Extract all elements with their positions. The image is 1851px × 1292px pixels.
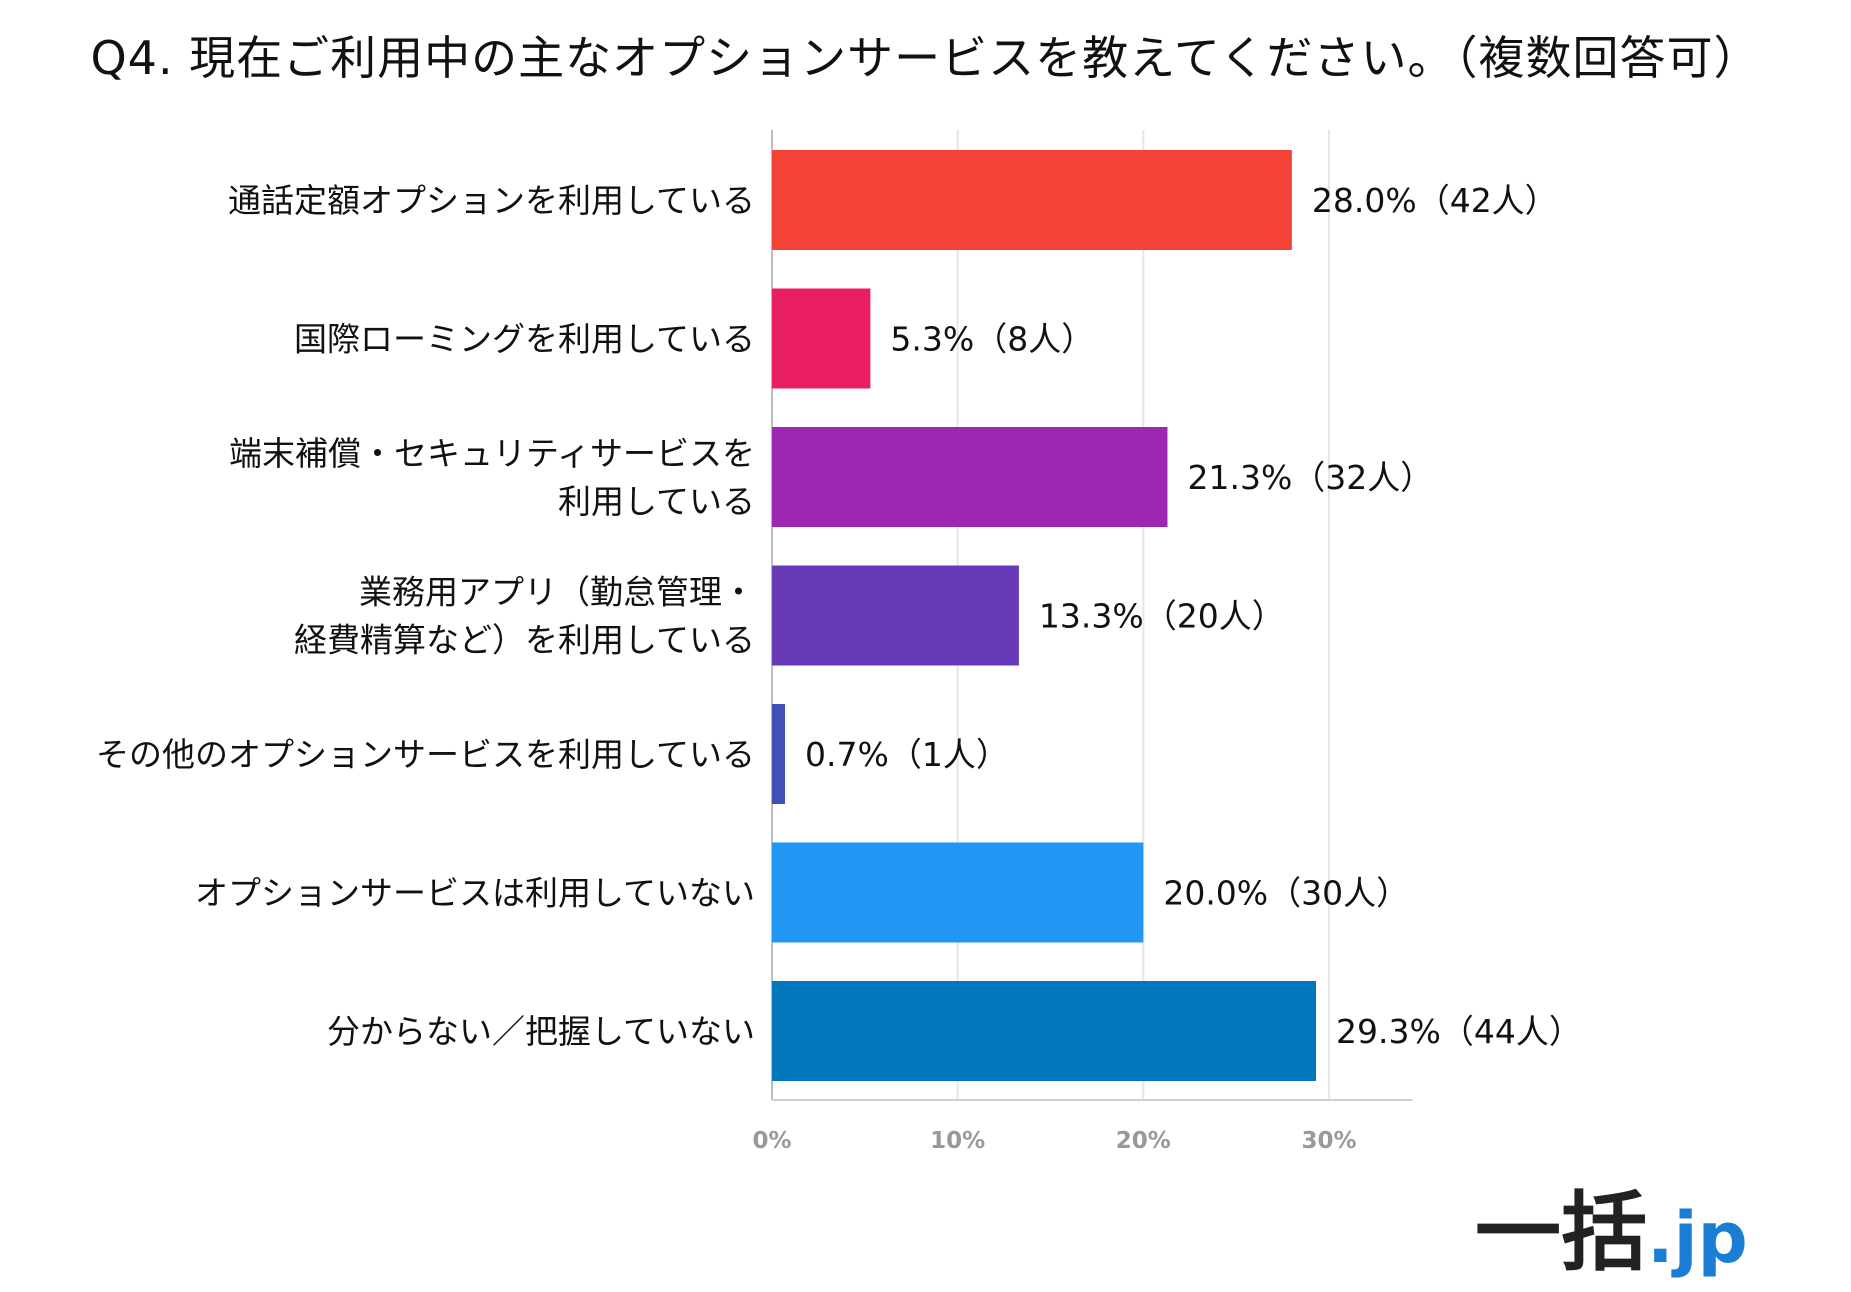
chart-title: Q4. 現在ご利用中の主なオプションサービスを教えてください。（複数回答可） (90, 31, 1761, 85)
data-label: 13.3%（20人） (1039, 597, 1285, 636)
category-label: 分からない／把握していない (327, 1012, 755, 1051)
data-label: 20.0%（30人） (1163, 874, 1409, 913)
data-label: 5.3%（8人） (890, 320, 1094, 359)
category-label: 業務用アプリ（勤怠管理・ (359, 573, 755, 612)
x-tick-label: 10% (930, 1128, 985, 1154)
category-label: 経費精算など）を利用している (294, 621, 755, 660)
x-tick-label: 0% (752, 1128, 791, 1154)
category-label: その他のオプションサービスを利用している (96, 735, 755, 774)
category-label: 端末補償・セキュリティサービスを (229, 434, 755, 473)
bar (772, 704, 785, 804)
bar (772, 427, 1168, 527)
bar (772, 288, 871, 389)
bar (772, 565, 1019, 666)
category-label: 利用している (558, 482, 755, 521)
data-label: 21.3%（32人） (1187, 458, 1433, 497)
category-label: 国際ローミングを利用している (294, 320, 755, 359)
label-layer: 0% 10% 20% 30% 28.0%（42人） 通話定額オプションを利用している 5.3… (96, 181, 1582, 1154)
bar-layer (772, 150, 1317, 1081)
bar (772, 981, 1317, 1081)
logo-main-text: 一括 (1475, 1183, 1647, 1280)
category-label: オプションサービスは利用していない (195, 874, 755, 913)
x-tick-label: 20% (1116, 1128, 1171, 1154)
bar (772, 150, 1292, 250)
category-label: 通話定額オプションを利用している (228, 181, 755, 220)
bar (772, 842, 1144, 943)
data-label: 29.3%（44人） (1336, 1012, 1582, 1051)
logo-suffix-text: .jp (1647, 1197, 1748, 1279)
data-label: 0.7%（1人） (805, 735, 1009, 774)
data-label: 28.0%（42人） (1312, 181, 1558, 220)
logo: 一括 .jp (1475, 1183, 1748, 1280)
x-tick-label: 30% (1301, 1128, 1356, 1154)
